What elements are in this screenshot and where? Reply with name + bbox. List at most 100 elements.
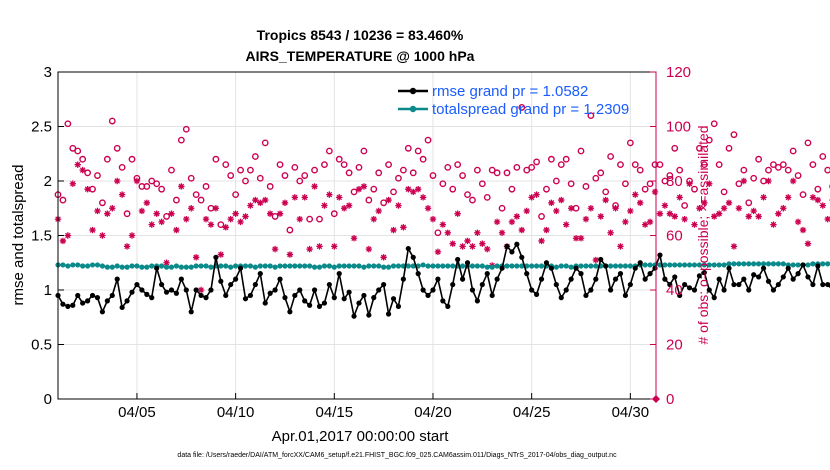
rmse-point [159,281,165,288]
obs-assimilated-point [296,215,303,223]
rmse-point [652,265,658,271]
obs-possible-point [261,139,269,147]
obs-assimilated-point [178,183,185,190]
obs-assimilated-point [587,205,595,212]
obs-possible-point [286,226,294,234]
totalspread-point [504,263,510,269]
obs-possible-point [528,163,536,171]
obs-assimilated-point [632,191,639,198]
totalspread-point [736,261,742,267]
totalspread-point [780,261,786,267]
obs-assimilated-point [449,240,456,247]
totalspread-point [381,264,387,270]
y2-tick-label: 40 [666,282,683,299]
obs-possible-point [84,169,92,177]
rmse-point [336,271,342,277]
obs-assimilated-point [168,210,175,217]
obs-assimilated-point [760,194,767,201]
rmse-point [795,271,801,277]
rmse-point [825,281,830,288]
grid [58,72,656,399]
rmse-point [198,292,204,299]
obs-assimilated-point [331,243,338,250]
rmse-point [316,303,323,309]
obs-possible-point [281,172,289,179]
rmse-point [129,289,135,295]
obs-assimilated-point [775,210,782,217]
obs-possible-point [824,166,830,174]
obs-possible-point [755,155,763,163]
obs-assimilated-point [789,177,797,185]
obs-possible-point [464,191,471,199]
totalspread-point [751,261,757,267]
rmse-point [99,309,106,315]
obs-possible-point [622,180,629,188]
rmse-point [479,281,485,288]
obs-possible-point [276,161,284,169]
obs-assimilated-point [316,243,323,250]
totalspread-point [420,262,426,268]
obs-possible-point [765,166,772,174]
obs-possible-point [597,169,605,177]
totalspread-point [302,263,308,269]
totalspread-point [376,263,382,269]
rmse-point [519,254,525,260]
obs-possible-point [774,163,782,171]
obs-possible-point [123,210,131,218]
rmse-point [257,271,263,277]
obs-possible-point [153,180,161,188]
totalspread-point [119,264,125,270]
obs-assimilated-point [582,215,590,223]
rmse-point [346,289,352,295]
rmse-point [593,276,599,282]
obs-assimilated-point [794,218,802,226]
obs-assimilated-point [123,243,131,250]
x-tick-label: 04/20 [414,404,452,421]
obs-possible-point [779,161,787,169]
obs-possible-point [661,177,669,185]
rmse-point [499,265,505,271]
obs-possible-point [409,169,417,177]
obs-possible-point [311,166,318,174]
totalspread-point [297,263,303,269]
rmse-point [721,287,727,293]
obs-assimilated-point [474,229,481,236]
totalspread-point [529,263,535,269]
totalspread-point [450,263,456,269]
obs-assimilated-point [799,226,807,234]
totalspread-point [114,263,120,269]
totalspread-point [756,261,762,267]
obs-possible-point [271,213,279,220]
totalspread-point [672,262,678,268]
obs-assimilated-point [286,251,294,258]
rmse-point [124,298,130,304]
obs-assimilated-point [143,199,151,206]
obs-possible-point [444,163,452,171]
obs-assimilated-point [572,235,580,242]
totalspread-point [583,263,589,269]
y2-tick-label: 80 [666,173,683,190]
obs-assimilated-point [750,207,757,215]
rmse-point [686,285,693,291]
rmse-point [287,309,293,315]
obs-possible-point [809,161,817,169]
obs-assimilated-point [814,196,822,204]
obs-assimilated-point [523,207,530,215]
rmse-point [756,274,762,280]
obs-assimilated-point [770,221,777,228]
y2-axis-label: # of obs: o=possible; ×=assimilated [695,125,711,344]
y-tick-label: 1.5 [31,228,52,245]
obs-assimilated-point [237,218,244,226]
rmse-point [218,278,224,284]
obs-assimilated-point [104,210,111,217]
totalspread-point [440,263,446,269]
obs-assimilated-point [686,180,693,187]
obs-possible-point [404,144,412,152]
totalspread-point [760,261,767,267]
obs-possible-point [454,161,462,169]
rmse-point [810,281,816,288]
totalspread-point [65,263,71,269]
rmse-point [563,287,569,293]
obs-possible-point [399,166,407,174]
